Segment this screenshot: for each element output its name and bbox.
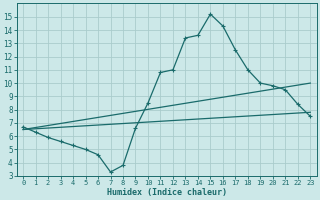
X-axis label: Humidex (Indice chaleur): Humidex (Indice chaleur): [107, 188, 227, 197]
